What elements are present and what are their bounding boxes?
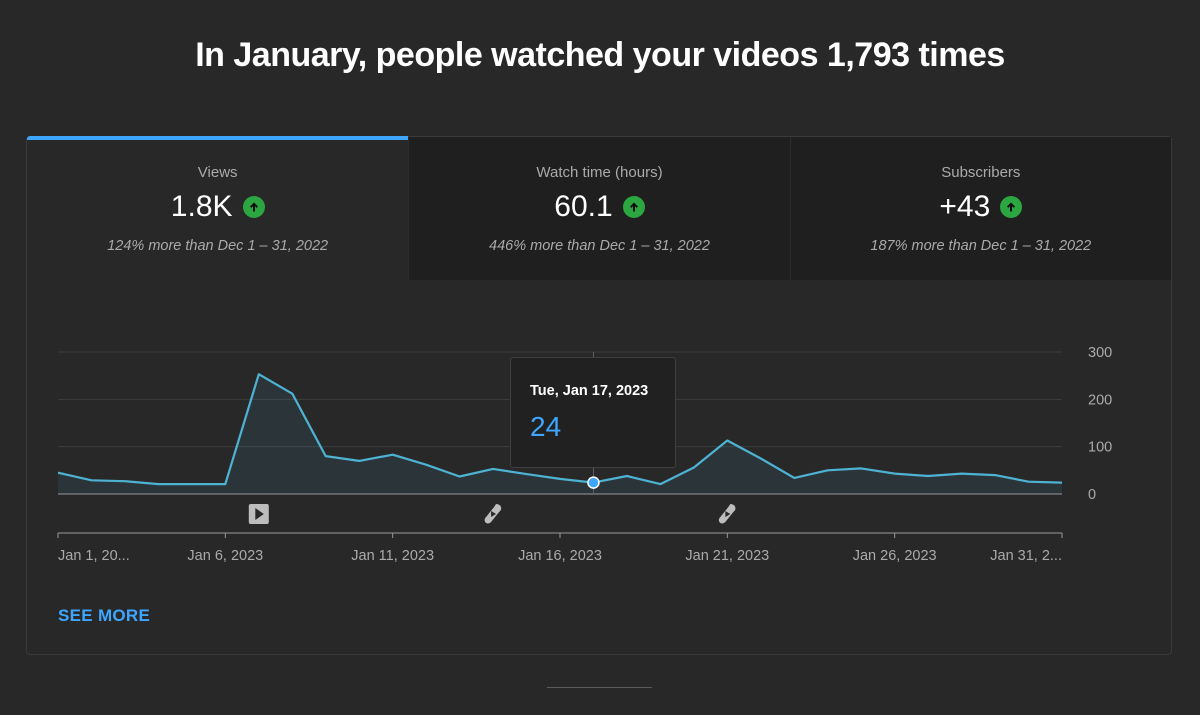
tab-subscribers[interactable]: Subscribers +43 187% more than Dec 1 – 3… <box>789 137 1171 280</box>
x-tick-label: Jan 1, 20... <box>58 548 130 564</box>
tab-label: Watch time (hours) <box>536 164 663 181</box>
tooltip-value: 24 <box>530 411 562 442</box>
tab-comparison: 124% more than Dec 1 – 31, 2022 <box>107 238 329 254</box>
arrow-up-icon <box>622 196 645 218</box>
video-play-icon[interactable] <box>248 504 269 524</box>
shorts-icon[interactable] <box>484 504 502 524</box>
y-tick-label: 200 <box>1088 392 1112 408</box>
tab-value: +43 <box>939 190 991 223</box>
tab-views[interactable]: Views 1.8K 124% more than Dec 1 – 31, 20… <box>27 136 409 280</box>
arrow-up-icon <box>242 196 265 218</box>
y-tick-label: 100 <box>1088 440 1112 456</box>
x-tick-label: Jan 26, 2023 <box>853 548 937 564</box>
x-tick-label: Jan 31, 2... <box>990 548 1062 564</box>
highlight-point <box>587 476 600 489</box>
x-tick-label: Jan 21, 2023 <box>685 548 769 564</box>
x-tick-label: Jan 6, 2023 <box>187 548 263 564</box>
shorts-icon[interactable] <box>718 504 736 524</box>
chart-tooltip: Tue, Jan 17, 2023 24 <box>510 357 676 468</box>
tab-comparison: 187% more than Dec 1 – 31, 2022 <box>870 238 1092 254</box>
tab-watch-time[interactable]: Watch time (hours) 60.1 446% more than D… <box>408 137 790 280</box>
tab-comparison: 446% more than Dec 1 – 31, 2022 <box>489 238 710 254</box>
y-tick-label: 0 <box>1088 487 1096 503</box>
see-more-link[interactable]: SEE MORE <box>58 606 151 625</box>
y-tick-label: 300 <box>1088 345 1112 361</box>
tab-value: 1.8K <box>170 190 233 223</box>
tab-label: Subscribers <box>941 164 1021 181</box>
x-tick-label: Jan 16, 2023 <box>518 548 602 564</box>
divider <box>547 687 652 688</box>
page-headline: In January, people watched your videos 1… <box>195 36 1005 74</box>
views-line <box>57 373 1063 486</box>
tooltip-date: Tue, Jan 17, 2023 <box>530 383 649 399</box>
arrow-up-icon <box>1000 196 1023 218</box>
tab-label: Views <box>197 164 238 181</box>
x-tick-label: Jan 11, 2023 <box>351 548 434 564</box>
tab-value: 60.1 <box>554 190 613 223</box>
metric-tabs: Views 1.8K 124% more than Dec 1 – 31, 20… <box>27 136 1171 280</box>
views-area <box>58 374 1062 494</box>
